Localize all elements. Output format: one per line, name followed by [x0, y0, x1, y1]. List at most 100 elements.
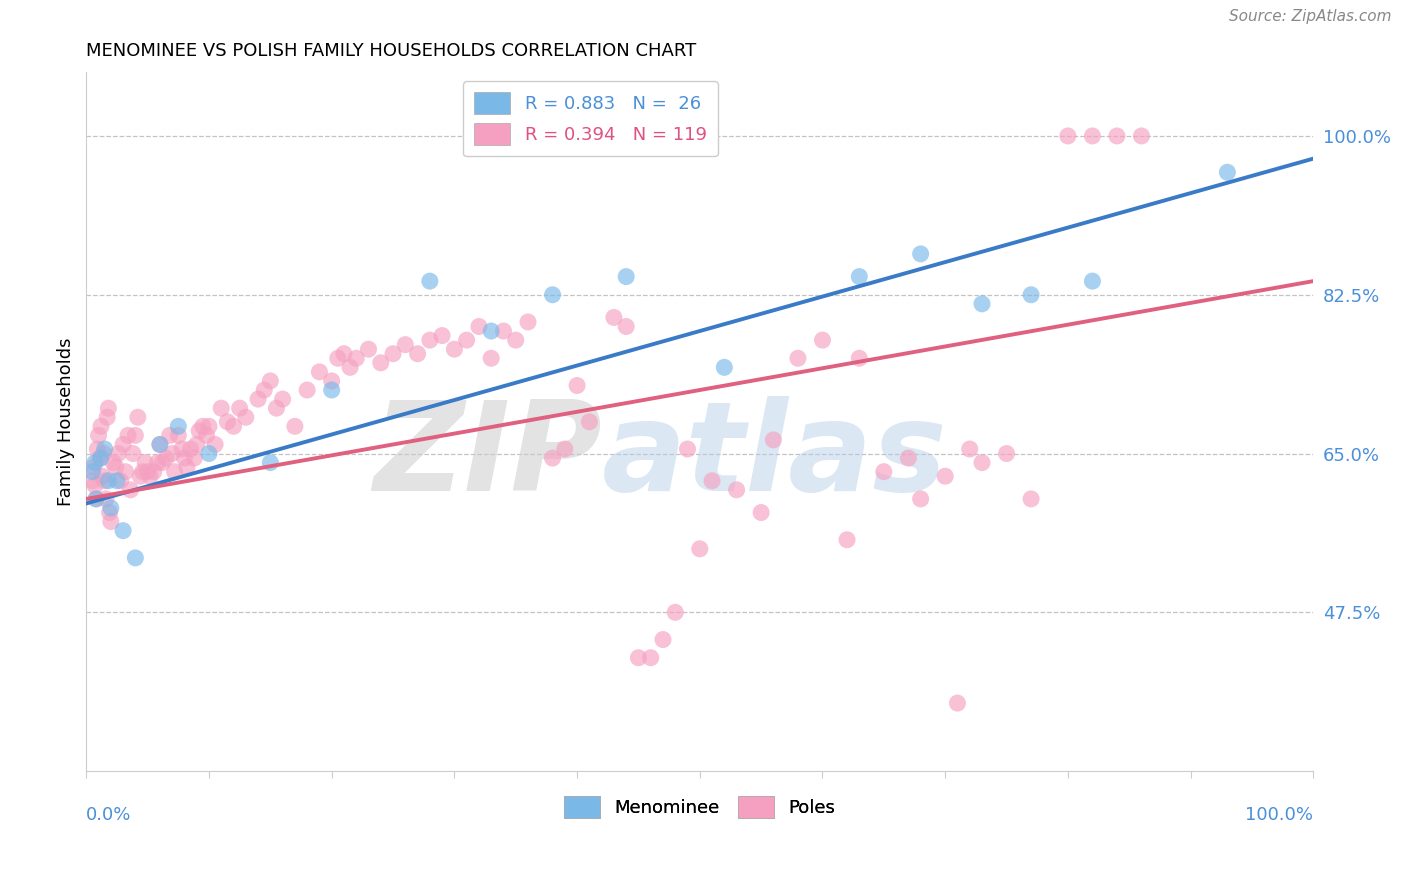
Point [419, 333, 441, 347]
Point [183, 451, 205, 466]
Point [1105, 128, 1128, 143]
Point [110, 474, 132, 488]
Point [149, 437, 172, 451]
Point [811, 333, 834, 347]
Point [160, 446, 183, 460]
Point [186, 437, 208, 451]
Point [105, 474, 128, 488]
Point [787, 351, 810, 366]
Point [652, 632, 675, 647]
Point [419, 274, 441, 288]
Point [554, 442, 576, 456]
Point [86, 442, 108, 456]
Point [614, 319, 637, 334]
Point [357, 342, 380, 356]
Point [541, 287, 564, 301]
Text: atlas: atlas [602, 396, 948, 517]
Point [406, 347, 429, 361]
Point [155, 451, 177, 466]
Point [84, 491, 107, 506]
Point [308, 365, 330, 379]
Point [835, 533, 858, 547]
Point [614, 269, 637, 284]
Point [150, 456, 173, 470]
Point [339, 360, 361, 375]
Point [970, 297, 993, 311]
Point [370, 356, 392, 370]
Point [541, 451, 564, 466]
Point [848, 269, 870, 284]
Point [142, 465, 165, 479]
Point [97, 401, 120, 416]
Point [96, 410, 118, 425]
Point [107, 446, 129, 460]
Point [191, 419, 214, 434]
Point [578, 415, 600, 429]
Point [89, 451, 111, 466]
Point [90, 451, 112, 466]
Point [83, 456, 105, 470]
Point [180, 442, 202, 456]
Point [873, 465, 896, 479]
Point [479, 324, 502, 338]
Point [959, 442, 981, 456]
Point [565, 378, 588, 392]
Text: MENOMINEE VS POLISH FAMILY HOUSEHOLDS CORRELATION CHART: MENOMINEE VS POLISH FAMILY HOUSEHOLDS CO… [86, 42, 696, 60]
Point [627, 650, 650, 665]
Point [479, 351, 502, 366]
Point [167, 419, 190, 434]
Point [114, 465, 136, 479]
Point [259, 456, 281, 470]
Point [321, 383, 343, 397]
Point [382, 347, 405, 361]
Point [83, 460, 105, 475]
Point [173, 451, 195, 466]
Point [1019, 287, 1042, 301]
Point [725, 483, 748, 497]
Point [253, 383, 276, 397]
Point [259, 374, 281, 388]
Point [167, 428, 190, 442]
Point [321, 374, 343, 388]
Point [146, 456, 169, 470]
Point [127, 410, 149, 425]
Point [430, 328, 453, 343]
Point [897, 451, 920, 466]
Point [517, 315, 540, 329]
Point [129, 469, 152, 483]
Point [84, 491, 107, 506]
Point [124, 428, 146, 442]
Point [93, 442, 115, 456]
Point [112, 437, 135, 451]
Text: 100.0%: 100.0% [1246, 806, 1313, 824]
Point [122, 446, 145, 460]
Point [664, 605, 686, 619]
Point [112, 524, 135, 538]
Point [94, 491, 117, 506]
Point [640, 650, 662, 665]
Point [195, 428, 218, 442]
Point [505, 333, 527, 347]
Point [1216, 165, 1239, 179]
Point [344, 351, 367, 366]
Point [676, 442, 699, 456]
Point [1081, 128, 1104, 143]
Point [100, 500, 122, 515]
Point [222, 419, 245, 434]
Point [284, 419, 307, 434]
Point [104, 460, 127, 475]
Point [209, 401, 232, 416]
Point [97, 474, 120, 488]
Point [93, 474, 115, 488]
Point [333, 347, 356, 361]
Y-axis label: Family Households: Family Households [58, 337, 75, 506]
Point [749, 506, 772, 520]
Point [120, 483, 142, 497]
Point [468, 319, 491, 334]
Point [326, 351, 349, 366]
Point [848, 351, 870, 366]
Point [98, 506, 121, 520]
Point [700, 474, 723, 488]
Point [295, 383, 318, 397]
Point [124, 550, 146, 565]
